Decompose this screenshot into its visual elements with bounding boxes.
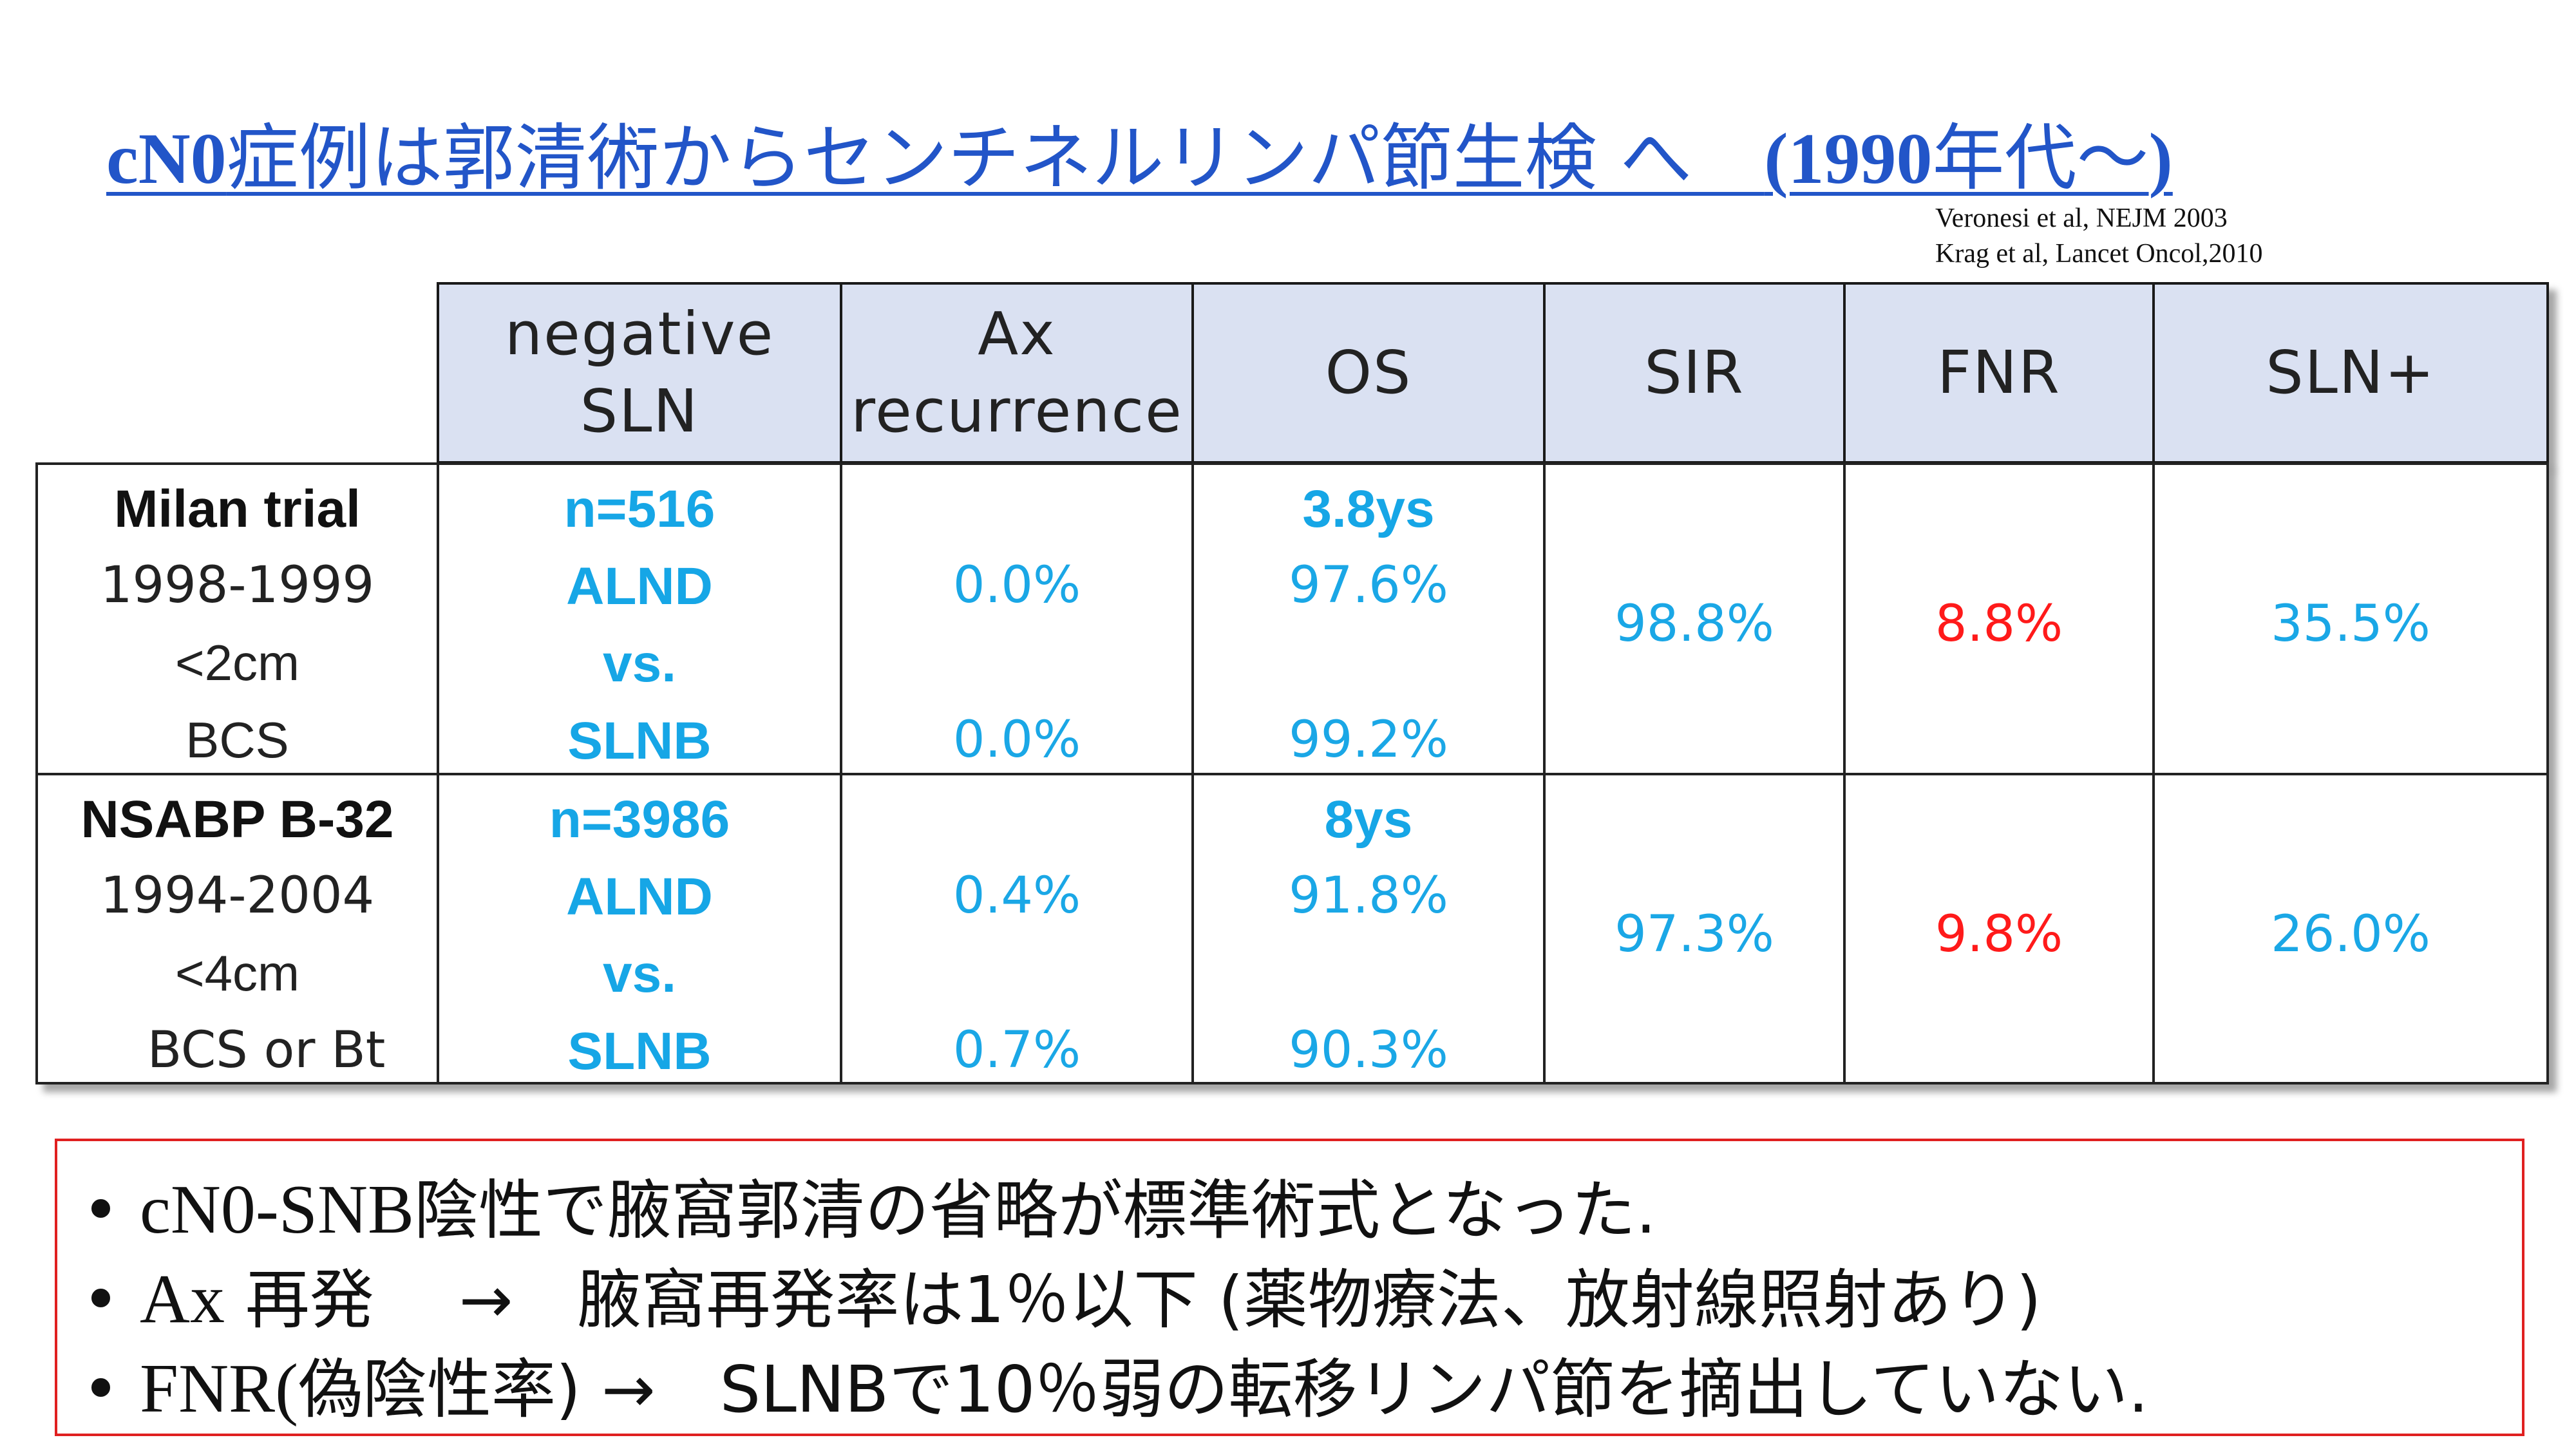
reference-veronesi: Veronesi et al, NEJM 2003 — [1935, 204, 2228, 233]
os-alnd: 91.8% — [1289, 867, 1448, 925]
nsabp-fnr-cell: 9.8% — [1843, 773, 2155, 1084]
sir-value: 97.3% — [1615, 905, 1774, 963]
trial-surgery: BCS — [185, 712, 289, 768]
nsabp-ax-cell: 0.4% 0.7% — [840, 773, 1194, 1084]
sln-vs: vs. — [603, 945, 676, 1003]
ax-alnd: 0.4% — [952, 867, 1081, 925]
title-era: 年代〜 — [1932, 117, 2149, 200]
header-os: OS — [1191, 282, 1546, 464]
milan-sln-plus-cell: 35.5% — [2152, 462, 2549, 775]
nsabp-sln-plus-cell: 26.0% — [2152, 773, 2549, 1084]
trial-size: <4cm — [175, 945, 299, 1001]
trial-years: 1994-2004 — [100, 867, 375, 925]
sln-plus-value: 35.5% — [2271, 595, 2430, 653]
os-slnb: 99.2% — [1289, 711, 1448, 769]
title-paren-open: (1990 — [1764, 119, 1933, 199]
sln-vs: vs. — [603, 634, 676, 693]
sln-slnb: SLNB — [567, 1022, 712, 1081]
bullet-dot: • — [82, 1262, 120, 1338]
os-followup: 8ys — [1324, 790, 1413, 849]
bullet-dot: • — [82, 1352, 120, 1427]
table-row-milan-trial: Milan trial 1998-1999 <2cm BCS — [35, 462, 439, 775]
note-text: 陰性で腋窩郭清の省略が標準術式となった. — [414, 1173, 1656, 1248]
nsabp-os-cell: 8ys 91.8% 90.3% — [1191, 773, 1546, 1084]
nsabp-sir-cell: 97.3% — [1543, 773, 1846, 1084]
header-sln-plus: SLN+ — [2152, 282, 2549, 464]
trial-surgery: BCS or Bt — [147, 1021, 386, 1079]
os-followup: 3.8ys — [1302, 480, 1435, 538]
os-alnd: 97.6% — [1289, 556, 1448, 614]
milan-sir-cell: 98.8% — [1543, 462, 1846, 775]
note-term: Ax — [140, 1261, 225, 1338]
note-item: • cN0-SNB陰性で腋窩郭清の省略が標準術式となった. — [82, 1158, 1656, 1251]
fnr-value: 8.8% — [1935, 595, 2063, 653]
notes-box: • cN0-SNB陰性で腋窩郭清の省略が標準術式となった. • Ax 再発 → 腋窩… — [55, 1139, 2524, 1436]
trial-years: 1998-1999 — [100, 556, 375, 614]
sln-slnb: SLNB — [567, 712, 712, 770]
trial-size: <2cm — [175, 634, 299, 691]
title-paren-close: ) — [2148, 119, 2173, 199]
milan-os-cell: 3.8ys 97.6% 99.2% — [1191, 462, 1546, 775]
sln-plus-value: 26.0% — [2271, 905, 2430, 963]
note-term: FNR( — [140, 1350, 299, 1427]
ax-slnb: 0.7% — [952, 1021, 1081, 1079]
sir-value: 98.8% — [1615, 595, 1774, 653]
note-text: 偽陰性率) → SLNBで10％弱の転移リンパ節を摘出していない. — [298, 1352, 2149, 1427]
ax-alnd: 0.0% — [952, 556, 1081, 614]
note-item: • FNR(偽陰性率) → SLNBで10％弱の転移リンパ節を摘出していない. — [82, 1337, 2148, 1430]
note-text: 再発 → 腋窩再発率は1％以下 (薬物療法、放射線照射あり) — [225, 1262, 2041, 1338]
note-term: cN0-SNB — [140, 1171, 414, 1248]
bullet-dot: • — [82, 1173, 120, 1248]
nsabp-sln-cell: n=3986 ALND vs. SLNB — [437, 773, 842, 1084]
milan-fnr-cell: 8.8% — [1843, 462, 2155, 775]
trial-name: NSABP B-32 — [80, 790, 394, 849]
milan-ax-cell: 0.0% 0.0% — [840, 462, 1194, 775]
os-slnb: 90.3% — [1289, 1021, 1448, 1079]
note-item: • Ax 再発 → 腋窩再発率は1％以下 (薬物療法、放射線照射あり) — [82, 1247, 2041, 1341]
milan-sln-cell: n=516 ALND vs. SLNB — [437, 462, 842, 775]
header-fnr: FNR — [1843, 282, 2155, 464]
header-sir: SIR — [1543, 282, 1846, 464]
reference-krag: Krag et al, Lancet Oncol,2010 — [1935, 239, 2263, 269]
trial-name: Milan trial — [114, 480, 361, 538]
header-negative-sln: negative SLN — [437, 282, 842, 464]
fnr-value: 9.8% — [1935, 905, 2063, 963]
slide-title: cN0症例は郭清術からセンチネルリンパ節生検 へ (1990年代〜) — [106, 100, 2173, 204]
sln-n: n=516 — [564, 480, 715, 538]
title-prefix: cN0 — [106, 119, 227, 199]
title-main: 症例は郭清術からセンチネルリンパ節生検 へ — [226, 117, 1765, 200]
sln-alnd: ALND — [566, 557, 713, 616]
ax-slnb: 0.0% — [952, 711, 1081, 769]
sln-alnd: ALND — [566, 867, 713, 926]
table-row-nsabp-b32: NSABP B-32 1994-2004 <4cm BCS or Bt — [35, 773, 439, 1084]
sln-n: n=3986 — [549, 790, 730, 849]
header-ax-recurrence: Ax recurrence — [840, 282, 1194, 464]
